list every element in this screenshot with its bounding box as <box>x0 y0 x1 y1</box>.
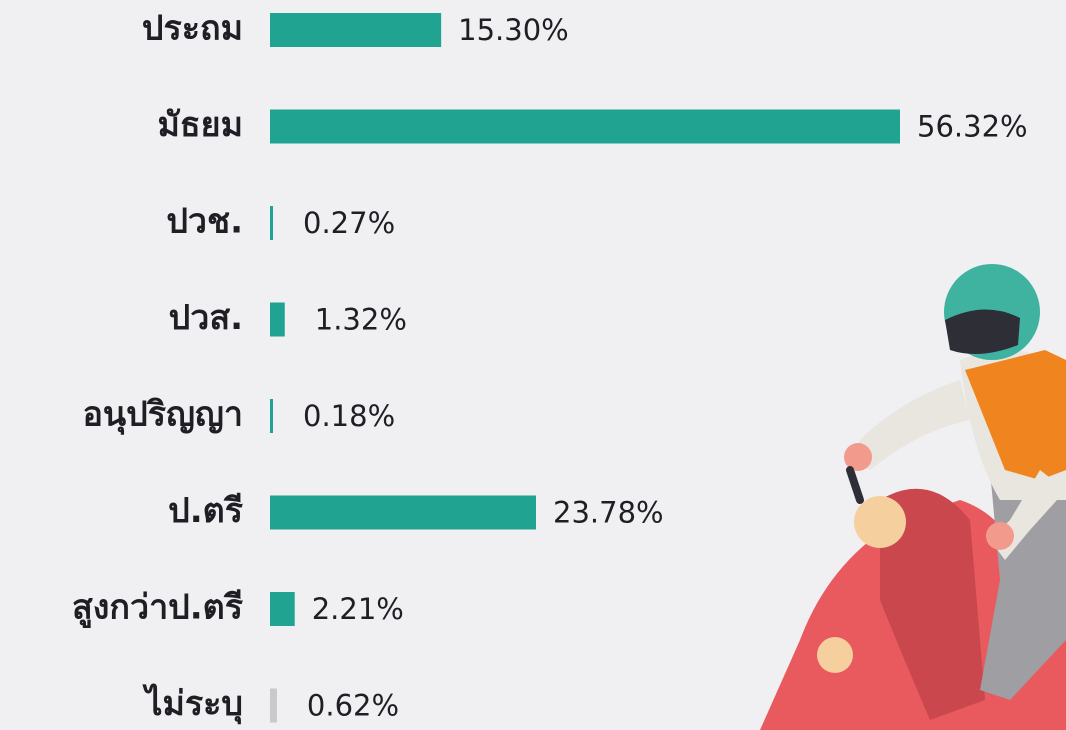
category-label: ประถม <box>142 9 243 49</box>
category-label: ไม่ระบุ <box>142 683 243 725</box>
category-label: ป.ตรี <box>168 491 244 531</box>
category-label: อนุปริญญา <box>82 395 243 436</box>
bar <box>270 206 274 240</box>
value-label: 1.32% <box>315 303 407 337</box>
bar <box>270 592 295 626</box>
value-label: 0.62% <box>307 689 399 723</box>
bar <box>270 688 277 723</box>
bar <box>270 13 442 47</box>
bar <box>270 399 273 433</box>
value-label: 56.32% <box>917 110 1028 144</box>
value-label: 0.18% <box>303 399 395 433</box>
category-label: ปวส. <box>169 298 243 338</box>
category-label: ปวช. <box>166 202 243 242</box>
value-label: 0.27% <box>303 206 395 240</box>
value-label: 15.30% <box>458 13 569 47</box>
bar <box>270 302 285 337</box>
bar <box>270 495 537 530</box>
value-label: 23.78% <box>553 496 664 530</box>
rider-illustration <box>760 264 1066 730</box>
category-label: สูงกว่าป.ตรี <box>72 588 244 629</box>
bar <box>270 109 900 144</box>
value-label: 2.21% <box>312 592 404 626</box>
category-label: มัธยม <box>158 105 244 145</box>
